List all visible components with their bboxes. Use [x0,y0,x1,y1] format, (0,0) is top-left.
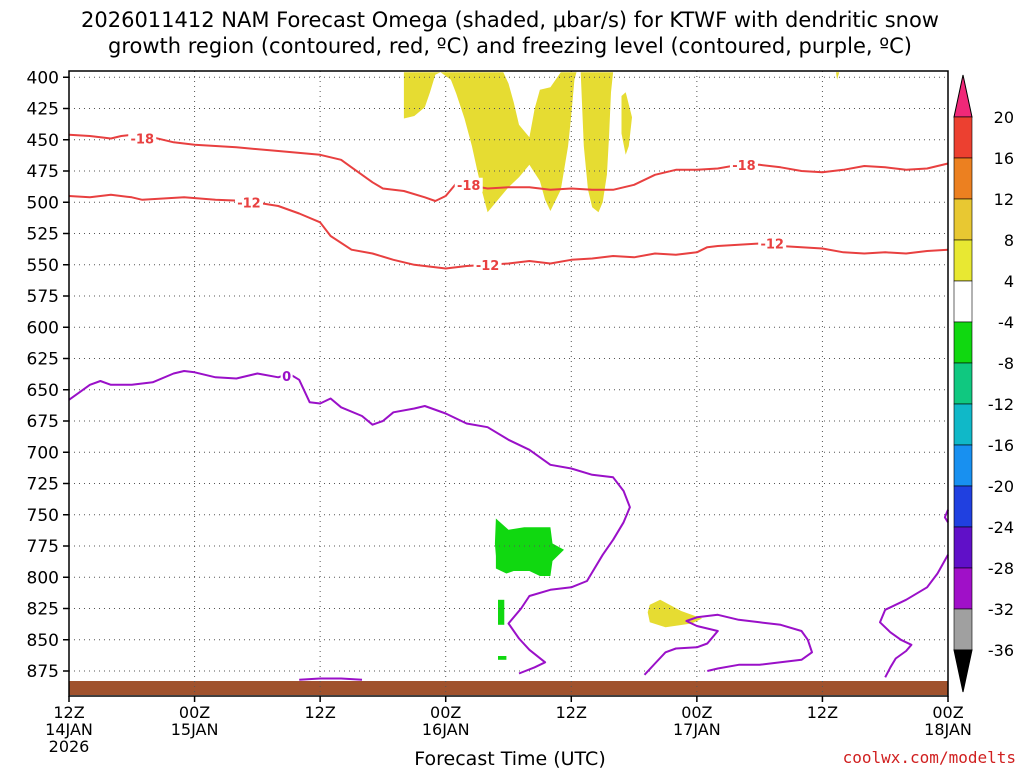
colorbar-bin-neg-11 [954,527,972,568]
y-tick-label-625: 625 [27,350,59,370]
omega-colorbar: 20 16 12 8 4 -4 -8 -12 -16 -20 -24 -28 -32 -36 [954,75,1014,692]
contour-label-1-0: -12 [237,196,261,211]
freezing-level-segment-2 [880,555,948,678]
freezing-level-segment-0 [299,679,362,680]
colorbar-bin-pos-0 [954,117,972,158]
terrain-surface [69,681,948,695]
colorbar-label-4: 4 [1004,272,1014,291]
colorbar-bin-pos-2 [954,199,972,240]
y-tick-label-700: 700 [27,443,59,463]
y-tick-label-450: 450 [27,131,59,151]
shaded-region-3 [648,600,702,628]
x-axis-label: Forecast Time (UTC) [414,748,605,768]
contour-label-1-1: -12 [476,259,500,274]
x-tick-label-3-1: 16JAN [422,720,470,739]
colorbar-label-6: -8 [998,354,1014,373]
y-tick-label-525: 525 [27,225,59,245]
shaded-region-6 [498,656,506,660]
colorbar-bin-neg-8 [954,404,972,445]
colorbar-bin-neg-12 [954,568,972,609]
y-tick-label-650: 650 [27,381,59,401]
x-tick-label-5-1: 17JAN [673,720,721,739]
terrain-band [69,681,948,695]
chart-title-line-1: 2026011412 NAM Forecast Omega (shaded, μ… [81,8,939,32]
shaded-region-2 [836,72,839,80]
contour-line-1 [69,195,948,269]
colorbar-label-8: -16 [988,436,1014,455]
colorbar-bin-neg-13 [954,609,972,650]
shaded-region-4 [495,519,564,577]
contour-label-1-2: -12 [760,238,784,253]
y-tick-label-875: 875 [27,662,59,682]
contour-label-0-0: -18 [131,133,155,148]
colorbar-label-10: -24 [988,518,1014,537]
colorbar-label-7: -12 [988,395,1014,414]
y-tick-label-675: 675 [27,412,59,432]
y-tick-label-500: 500 [27,193,59,213]
y-tick-label-575: 575 [27,287,59,307]
contour-label-2-0: 0 [282,370,291,385]
contour-label-0-2: -18 [732,159,756,174]
colorbar-bottom-arrow [954,650,972,692]
x-tick-label-1-1: 15JAN [171,720,219,739]
x-tick-label-0-2: 2026 [49,737,90,756]
colorbar-label-3: 8 [1004,231,1014,250]
omega-shading [404,72,839,660]
colorbar-top-arrow [954,75,972,117]
colorbar-bin-neg-7 [954,363,972,404]
colorbar-bin-neg-6 [954,322,972,363]
chart-title-line-2: growth region (contoured, red, ºC) and f… [108,34,912,58]
shaded-region-5 [498,600,504,625]
temperature-contours: -18 -18 -18 -12 -12 -12 0 [69,132,948,680]
x-tick-label-2-0: 12Z [304,703,335,722]
colorbar-label-0: 20 [994,108,1014,127]
colorbar-label-12: -32 [988,600,1014,619]
y-tick-label-750: 750 [27,506,59,526]
colorbar-label-5: -4 [998,313,1014,332]
colorbar-label-13: -36 [988,641,1014,660]
y-tick-label-550: 550 [27,256,59,276]
y-tick-label-775: 775 [27,537,59,557]
x-tick-label-4-0: 12Z [556,703,587,722]
contour-label-0-1: -18 [457,179,481,194]
y-tick-label-850: 850 [27,631,59,651]
y-tick-label-475: 475 [27,162,59,182]
x-tick-label-6-0: 12Z [807,703,838,722]
y-tick-label-800: 800 [27,568,59,588]
colorbar-bin-pos-3 [954,240,972,281]
y-tick-label-725: 725 [27,475,59,495]
colorbar-label-11: -28 [988,559,1014,578]
shaded-region-0 [404,72,613,212]
shaded-region-1 [622,92,633,155]
colorbar-label-2: 12 [994,190,1014,209]
colorbar-label-9: -20 [988,477,1014,496]
credit-text: coolwx.com/modelts [843,748,1016,767]
contour-line-2 [69,371,630,674]
y-tick-label-825: 825 [27,600,59,620]
pressure-axis: 400 425 450 475 500 525 550 575 600 625 650 675 700 7… [27,68,69,682]
colorbar-bin-pos-1 [954,158,972,199]
y-tick-label-600: 600 [27,318,59,338]
colorbar-bin-neg-10 [954,486,972,527]
colorbar-label-1: 16 [994,149,1014,168]
colorbar-bin-neg-9 [954,445,972,486]
omega-time-height-chart: 2026011412 NAM Forecast Omega (shaded, μ… [0,0,1024,768]
y-tick-label-425: 425 [27,100,59,120]
colorbar-bin-neutral [954,281,972,322]
x-tick-label-7-1: 18JAN [924,720,972,739]
y-tick-label-400: 400 [27,68,59,88]
